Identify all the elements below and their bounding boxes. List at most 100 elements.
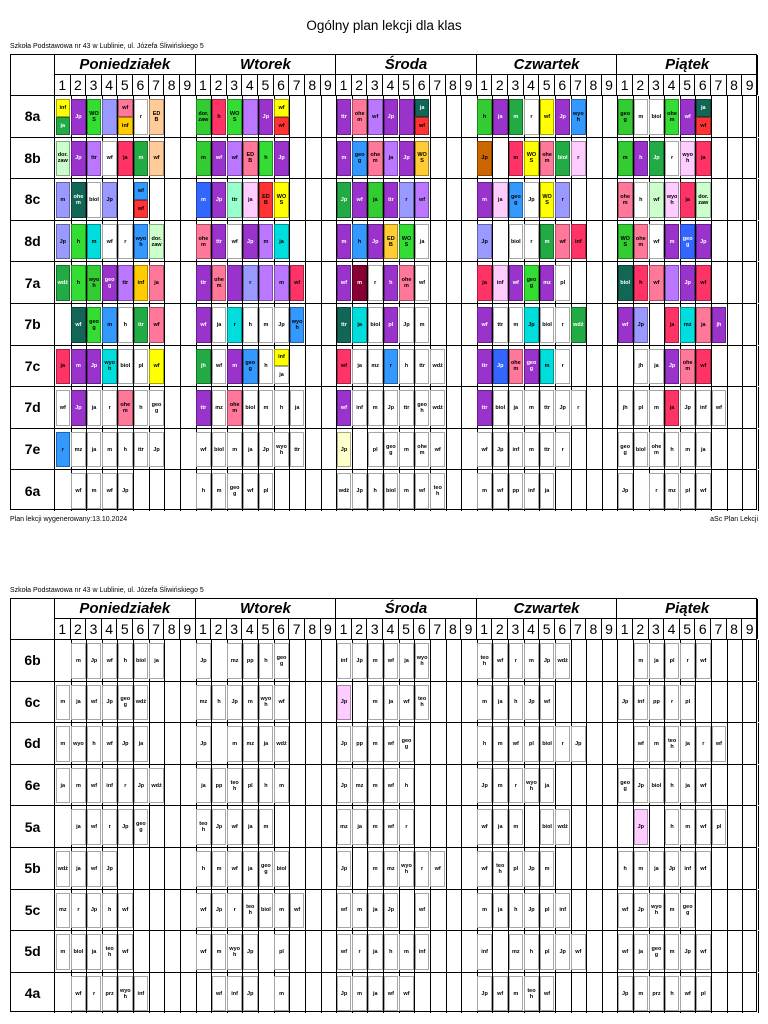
- lesson-block[interactable]: pl: [696, 975, 711, 1012]
- lesson-block[interactable]: r: [524, 99, 539, 135]
- lesson-block[interactable]: m: [258, 307, 274, 343]
- lesson-block[interactable]: biol: [508, 223, 524, 260]
- lesson-block[interactable]: inf: [524, 473, 539, 509]
- lesson-block[interactable]: geo g: [508, 182, 524, 218]
- lesson-block[interactable]: wf: [149, 307, 164, 343]
- lesson-block[interactable]: Jp: [555, 99, 571, 135]
- lesson-block[interactable]: ohe m: [649, 431, 664, 468]
- lesson-block[interactable]: wf: [289, 265, 305, 301]
- lesson-block[interactable]: r: [383, 348, 399, 385]
- lesson-block[interactable]: inf: [571, 223, 586, 260]
- lesson-block[interactable]: m: [367, 643, 383, 679]
- lesson-block[interactable]: m: [196, 182, 211, 218]
- lesson-block[interactable]: Jp: [117, 809, 133, 845]
- lesson-block[interactable]: m: [274, 975, 289, 1012]
- lesson-block[interactable]: Jp: [383, 99, 399, 135]
- lesson-block[interactable]: inf: [352, 390, 367, 426]
- lesson-block[interactable]: mz: [242, 726, 258, 762]
- lesson-block[interactable]: m: [71, 767, 86, 804]
- lesson-block[interactable]: wf: [86, 809, 102, 845]
- lesson-block[interactable]: geo g: [117, 684, 133, 721]
- lesson-block[interactable]: Jp: [227, 684, 242, 721]
- lesson-block[interactable]: wf: [211, 348, 227, 385]
- lesson-block[interactable]: geo g: [133, 809, 149, 845]
- lesson-block[interactable]: m: [539, 851, 555, 887]
- lesson-block[interactable]: wdż: [555, 643, 571, 679]
- lesson-block[interactable]: Jp: [555, 390, 571, 426]
- lesson-block[interactable]: r: [555, 307, 571, 343]
- lesson-block[interactable]: m: [508, 975, 524, 1012]
- lesson-block[interactable]: pp: [242, 643, 258, 679]
- lesson-block[interactable]: inf: [133, 265, 149, 301]
- lesson-block[interactable]: Jp: [71, 99, 86, 135]
- lesson-block[interactable]: m: [227, 431, 242, 468]
- lesson-block[interactable]: biol: [367, 307, 383, 343]
- lesson-block[interactable]: Jp: [71, 390, 86, 426]
- lesson-block[interactable]: ja: [414, 99, 430, 117]
- lesson-block[interactable]: m: [274, 767, 289, 804]
- lesson-block[interactable]: pl: [367, 431, 383, 468]
- lesson-block[interactable]: Jp: [664, 348, 680, 385]
- lesson-block[interactable]: geo g: [149, 390, 164, 426]
- lesson-block[interactable]: wf: [477, 431, 492, 468]
- lesson-block[interactable]: wf: [71, 975, 86, 1012]
- class-label[interactable]: 8c: [11, 179, 55, 220]
- lesson-block[interactable]: geo g: [86, 307, 102, 343]
- lesson-block[interactable]: inf: [55, 99, 71, 117]
- lesson-block[interactable]: wf: [414, 473, 430, 509]
- lesson-block[interactable]: geo g: [352, 140, 367, 177]
- lesson-block[interactable]: jh: [633, 348, 649, 385]
- lesson-block[interactable]: ttr: [399, 390, 414, 426]
- lesson-block[interactable]: jh: [711, 307, 727, 343]
- lesson-block[interactable]: geo g: [274, 643, 289, 679]
- lesson-block[interactable]: m: [680, 431, 695, 468]
- lesson-block[interactable]: m: [71, 643, 86, 679]
- lesson-block[interactable]: Jp: [399, 307, 414, 343]
- lesson-block[interactable]: Jp: [633, 767, 649, 804]
- lesson-block[interactable]: ja: [352, 809, 367, 845]
- lesson-block[interactable]: ja: [367, 975, 383, 1012]
- lesson-block[interactable]: pl: [133, 348, 149, 385]
- lesson-block[interactable]: ja: [55, 348, 71, 385]
- lesson-block[interactable]: m: [367, 851, 383, 887]
- lesson-block[interactable]: Jp: [539, 643, 555, 679]
- lesson-block[interactable]: m: [352, 892, 367, 929]
- lesson-block[interactable]: teo h: [430, 473, 446, 509]
- lesson-block[interactable]: wf: [696, 116, 711, 135]
- lesson-block[interactable]: wf: [133, 182, 149, 200]
- lesson-block[interactable]: ja: [383, 140, 399, 177]
- lesson-block[interactable]: r: [352, 934, 367, 970]
- lesson-block[interactable]: r: [555, 726, 571, 762]
- lesson-block[interactable]: [664, 265, 680, 301]
- lesson-block[interactable]: ttr: [492, 307, 508, 343]
- lesson-block[interactable]: Jp: [86, 892, 102, 929]
- lesson-block[interactable]: inf: [492, 265, 508, 301]
- lesson-block[interactable]: wf: [196, 892, 211, 929]
- lesson-block[interactable]: wyo h: [414, 643, 430, 679]
- lesson-block[interactable]: h: [664, 431, 680, 468]
- class-label[interactable]: 5d: [11, 931, 55, 972]
- lesson-block[interactable]: m: [274, 892, 289, 929]
- lesson-block[interactable]: ja: [680, 182, 695, 218]
- lesson-block[interactable]: geo g: [680, 223, 695, 260]
- lesson-block[interactable]: Jp: [555, 934, 571, 970]
- lesson-block[interactable]: biol: [211, 431, 227, 468]
- lesson-block[interactable]: Jp: [102, 182, 117, 218]
- lesson-block[interactable]: wf: [274, 684, 289, 721]
- lesson-block[interactable]: geo g: [617, 431, 633, 468]
- lesson-block[interactable]: Jp: [633, 809, 649, 845]
- lesson-block[interactable]: r: [508, 643, 524, 679]
- lesson-block[interactable]: h: [664, 809, 680, 845]
- lesson-block[interactable]: geo g: [524, 348, 539, 385]
- class-label[interactable]: 6a: [11, 470, 55, 511]
- lesson-block[interactable]: r: [414, 851, 430, 887]
- lesson-block[interactable]: Jp: [86, 348, 102, 385]
- lesson-block[interactable]: h: [71, 223, 86, 260]
- lesson-block[interactable]: inf: [274, 348, 289, 367]
- lesson-block[interactable]: wf: [336, 892, 352, 929]
- lesson-block[interactable]: ttr: [414, 348, 430, 385]
- lesson-block[interactable]: inf: [508, 431, 524, 468]
- lesson-block[interactable]: m: [211, 851, 227, 887]
- lesson-block[interactable]: wf: [414, 182, 430, 218]
- lesson-block[interactable]: geo g: [617, 767, 633, 804]
